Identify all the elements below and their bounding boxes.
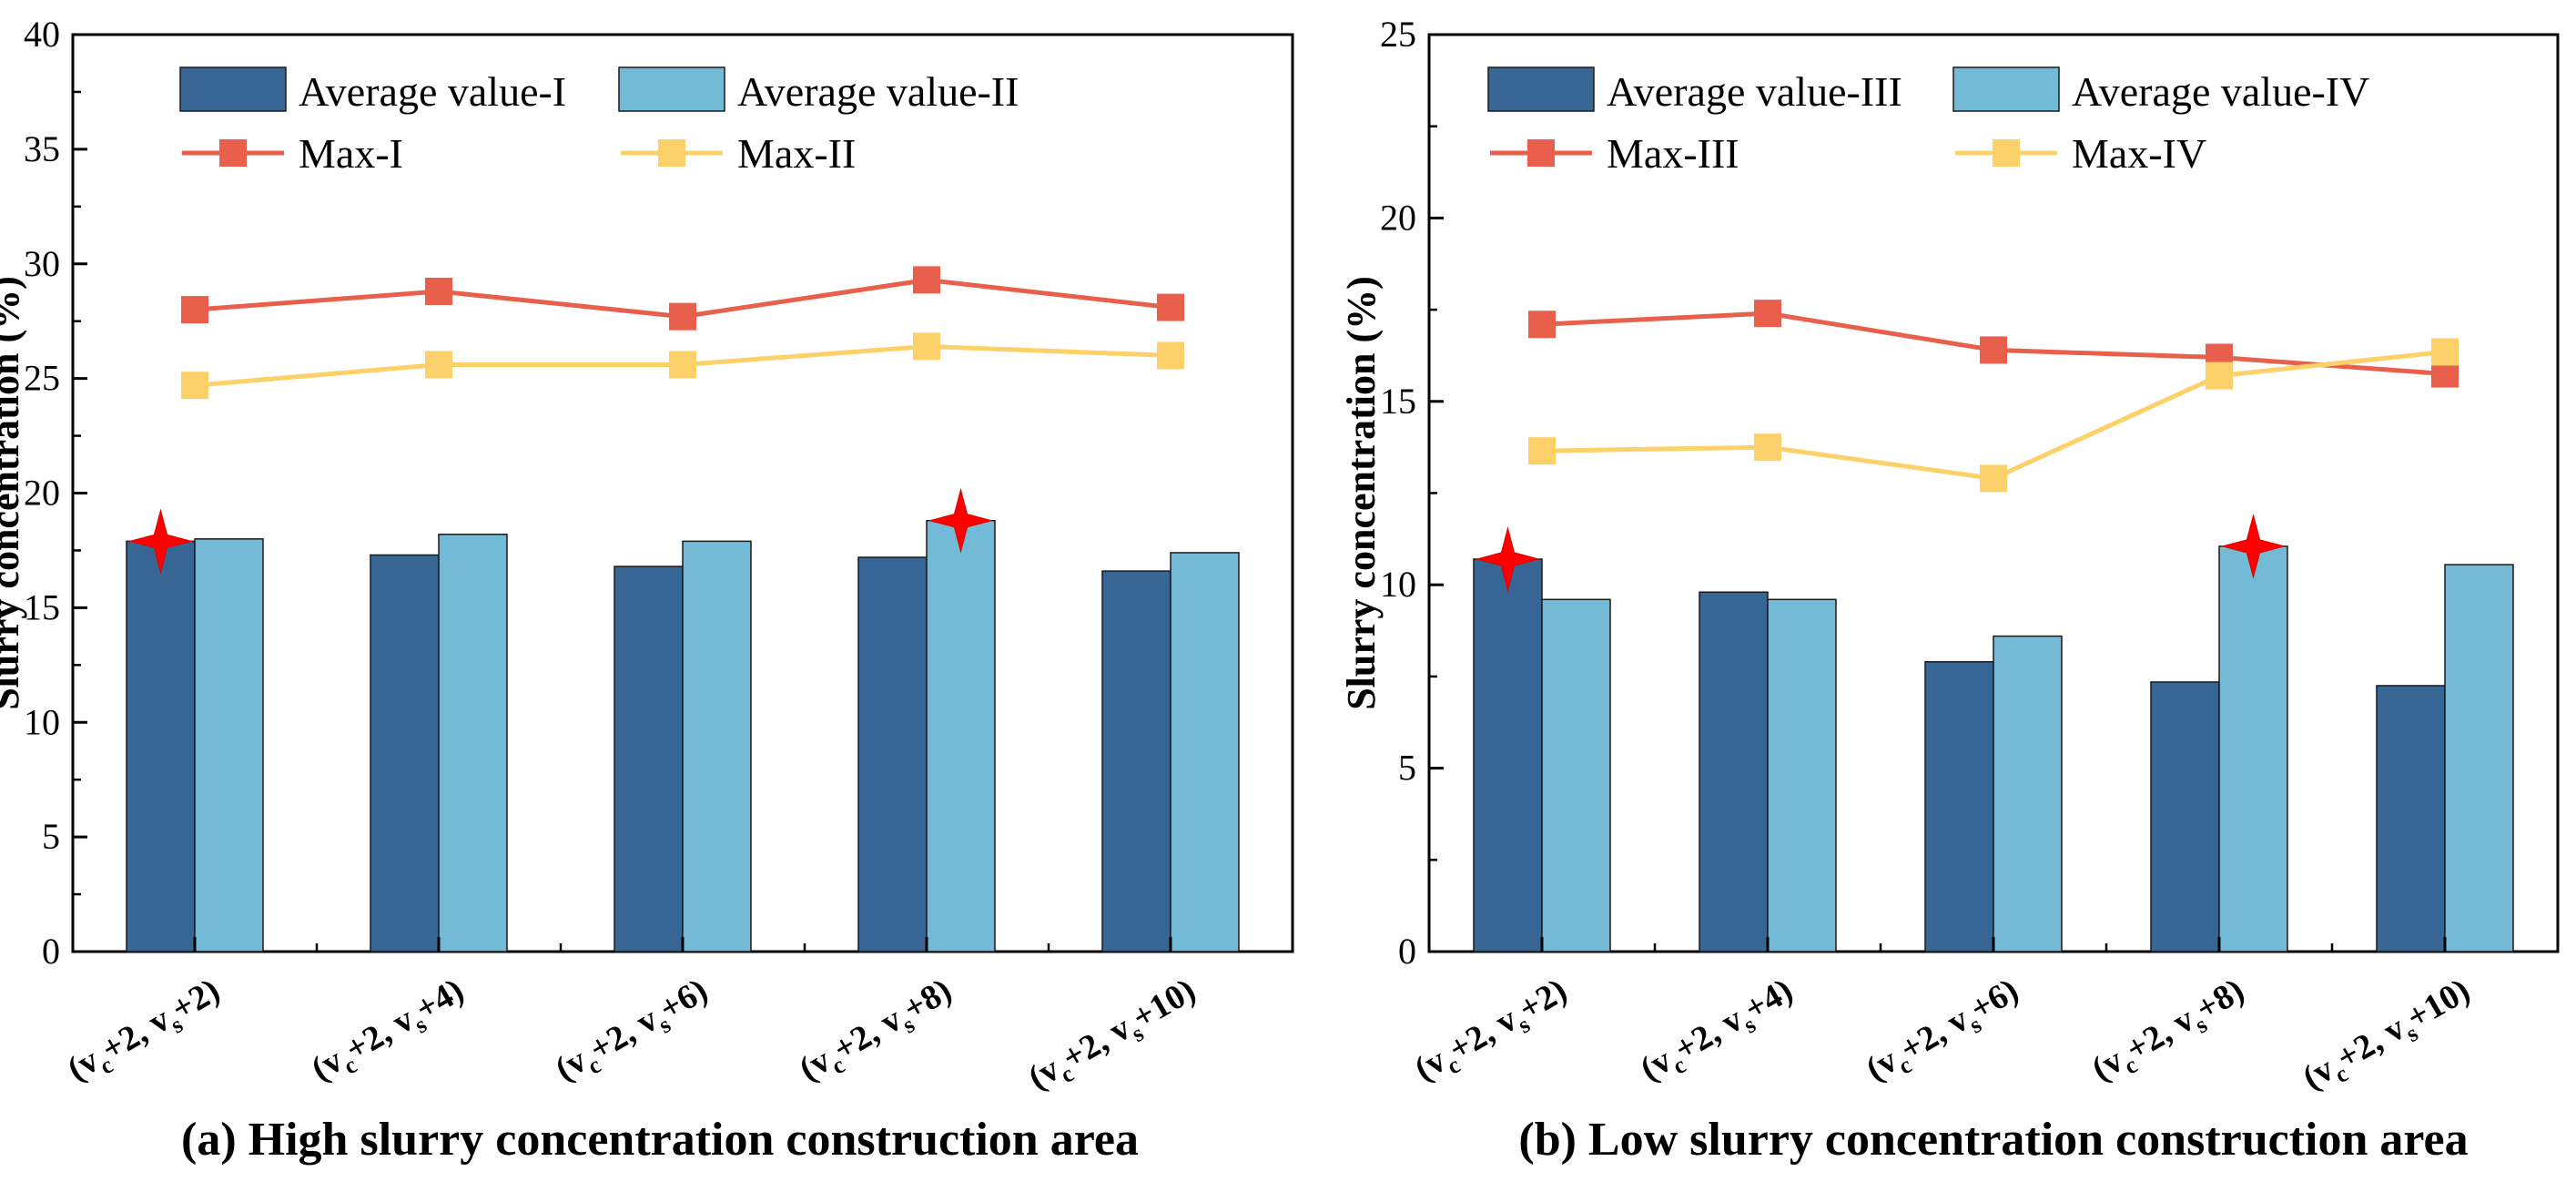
legend-marker xyxy=(658,139,685,167)
line-marker-2-5 xyxy=(1157,341,1184,370)
y-axis-label: Slurry concentration (%) xyxy=(0,276,27,710)
bar-2-3 xyxy=(1993,635,2063,952)
highlight-star-icon xyxy=(127,508,194,575)
x-tick-label: (vc+2, vs+6) xyxy=(1860,971,2028,1094)
x-tick-label: (vc+2, vs+10) xyxy=(1022,971,1205,1103)
legend-label: Average value-II xyxy=(737,68,1019,115)
line-marker-2-2 xyxy=(1754,433,1781,462)
line-marker-1-1 xyxy=(181,296,208,324)
y-tick-label: 40 xyxy=(24,14,60,55)
bar-2-5 xyxy=(1170,552,1240,952)
x-tick-label: (vc+2, vs+2) xyxy=(1408,971,1577,1094)
bar-2-2 xyxy=(1767,598,1837,952)
legend-label: Max-I xyxy=(299,130,403,177)
x-tick-label: (vc+2, vs+4) xyxy=(1634,971,1802,1094)
x-tick-label: (vc+2, vs+2) xyxy=(61,971,229,1094)
line-marker-2-3 xyxy=(669,351,696,379)
y-tick-label: 25 xyxy=(1380,14,1416,55)
line-marker-1-4 xyxy=(913,266,940,294)
legend-label: Average value-IV xyxy=(2072,68,2369,115)
highlight-star-icon xyxy=(2220,513,2287,579)
x-tick-label: (vc+2, vs+4) xyxy=(305,971,473,1094)
legend-marker xyxy=(219,139,247,167)
panel-caption: (b) Low slurry concentration constructio… xyxy=(1518,1114,2468,1166)
legend-label: Max-III xyxy=(1607,130,1739,177)
legend-label: Average value-I xyxy=(299,68,566,115)
line-marker-2-2 xyxy=(425,351,452,379)
line-marker-1-3 xyxy=(1980,336,2007,364)
legend-marker xyxy=(1993,139,2020,167)
bar-1-3 xyxy=(614,565,684,952)
x-tick-label: (vc+2, vs+8) xyxy=(2085,971,2254,1094)
line-marker-1-5 xyxy=(1157,293,1184,321)
line-marker-2-1 xyxy=(1528,437,1556,465)
x-tick-label: (vc+2, vs+8) xyxy=(793,971,961,1094)
line-marker-2-4 xyxy=(913,332,940,361)
line-marker-1-2 xyxy=(425,277,452,305)
bar-1-3 xyxy=(1924,661,1994,952)
bar-2-4 xyxy=(926,519,996,952)
line-marker-2-1 xyxy=(181,372,208,400)
y-tick-label: 0 xyxy=(42,931,60,972)
y-tick-label: 20 xyxy=(1380,197,1416,238)
chart-panel-b: 0 5 10 15 20 25 Slurry concentration (%) (vc+2,… xyxy=(1339,14,2560,1166)
line-marker-1-2 xyxy=(1754,300,1781,328)
bar-1-1 xyxy=(1473,558,1543,952)
bar-1-4 xyxy=(857,556,928,952)
y-axis-label: Slurry concentration (%) xyxy=(1339,276,1384,710)
bar-2-3 xyxy=(682,540,752,952)
legend-swatch xyxy=(618,66,725,112)
bar-2-5 xyxy=(2444,564,2514,952)
x-tick-label: (vc+2, vs+10) xyxy=(2297,971,2480,1103)
bar-1-5 xyxy=(2376,685,2446,952)
legend-marker xyxy=(1527,139,1555,167)
highlight-star-icon xyxy=(928,487,994,554)
bar-2-1 xyxy=(1541,598,1611,952)
line-marker-1-1 xyxy=(1528,311,1556,339)
y-tick-label: 15 xyxy=(24,586,60,627)
bar-1-5 xyxy=(1101,570,1171,952)
y-tick-label: 10 xyxy=(24,701,60,742)
y-tick-label: 10 xyxy=(1380,564,1416,605)
legend-swatch xyxy=(1487,66,1595,112)
legend-label: Average value-III xyxy=(1607,68,1902,115)
line-marker-2-4 xyxy=(2206,362,2233,390)
y-tick-label: 20 xyxy=(24,473,60,514)
bar-2-1 xyxy=(194,538,264,952)
legend-label: Max-II xyxy=(737,130,856,177)
y-tick-label: 35 xyxy=(24,128,60,169)
line-series-2 xyxy=(1541,349,2446,481)
line-marker-2-5 xyxy=(2431,338,2459,366)
bar-1-4 xyxy=(2150,681,2220,952)
legend-swatch xyxy=(1952,66,2060,112)
chart-panel-a: 0 5 10 15 20 25 30 35 40 Slurry concentration (%)… xyxy=(0,14,1294,1166)
bar-2-2 xyxy=(438,534,508,952)
legend-swatch xyxy=(179,66,287,112)
x-tick-label: (vc+2, vs+6) xyxy=(549,971,717,1094)
panel-caption: (a) High slurry concentration constructi… xyxy=(181,1114,1139,1166)
bar-1-1 xyxy=(126,540,196,952)
y-tick-label: 5 xyxy=(42,816,60,857)
bar-1-2 xyxy=(1699,591,1769,952)
y-tick-label: 30 xyxy=(24,243,60,284)
y-tick-label: 0 xyxy=(1398,931,1416,972)
legend-label: Max-IV xyxy=(2072,130,2206,177)
y-tick-label: 25 xyxy=(24,358,60,399)
y-tick-label: 5 xyxy=(1398,748,1416,789)
y-tick-label: 15 xyxy=(1380,381,1416,422)
line-marker-2-3 xyxy=(1980,464,2007,493)
line-marker-1-3 xyxy=(669,302,696,331)
bar-2-4 xyxy=(2218,545,2288,952)
bar-1-2 xyxy=(370,554,440,952)
highlight-star-icon xyxy=(1475,526,1541,592)
